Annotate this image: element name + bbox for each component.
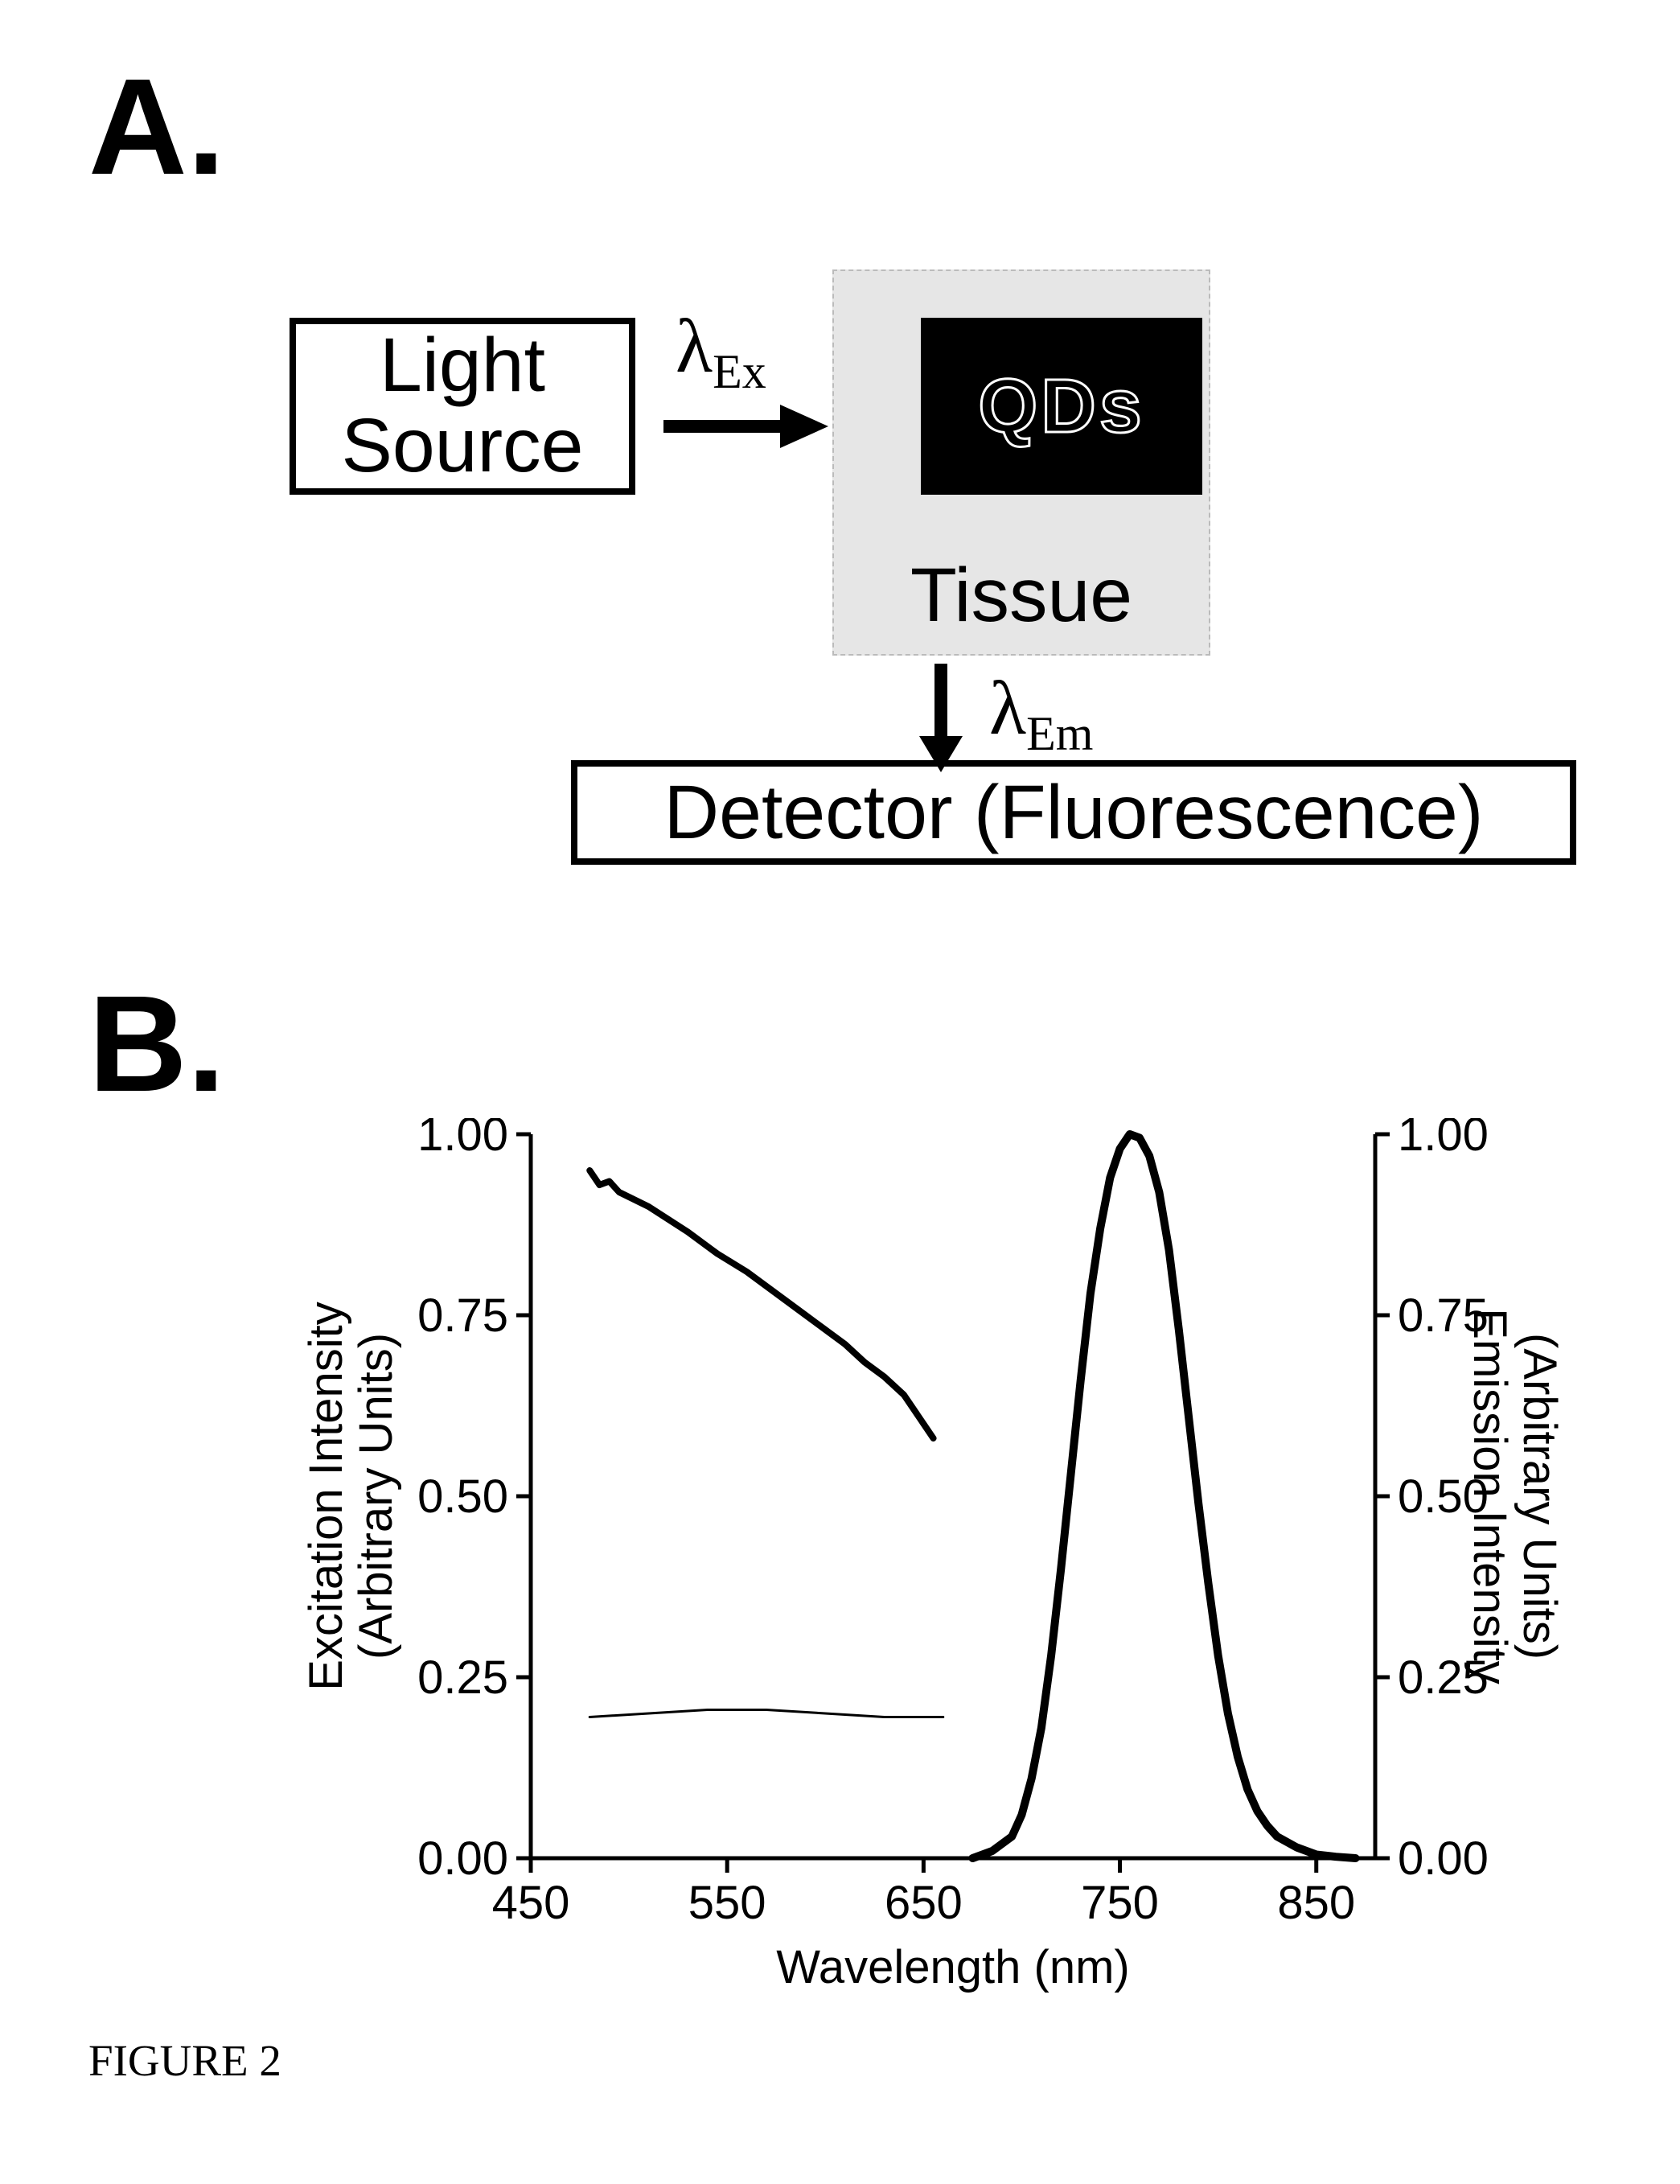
qds-text: QDs: [978, 363, 1144, 450]
svg-text:450: 450: [492, 1877, 570, 1929]
svg-text:Excitation Intensity: Excitation Intensity: [300, 1302, 352, 1691]
svg-text:(Arbitrary Units): (Arbitrary Units): [350, 1333, 402, 1660]
svg-text:0.25: 0.25: [417, 1651, 508, 1704]
panel-b-letter: B.: [88, 965, 225, 1123]
light-source-text: LightSource: [341, 326, 583, 487]
lambda-ex-label: λEx: [676, 302, 766, 400]
svg-text:550: 550: [688, 1877, 766, 1929]
chart-b: 0.000.000.250.250.500.500.750.751.001.00…: [298, 1118, 1568, 1995]
svg-text:1.00: 1.00: [1398, 1118, 1489, 1161]
detector-text: Detector (Fluorescence): [664, 769, 1484, 857]
svg-text:(Arbitrary Units): (Arbitrary Units): [1514, 1333, 1566, 1660]
svg-text:0.50: 0.50: [417, 1470, 508, 1523]
chart-svg: 0.000.000.250.250.500.500.750.751.001.00…: [298, 1118, 1568, 1995]
panel-a-letter: A.: [88, 48, 225, 206]
detector-box: Detector (Fluorescence): [571, 760, 1576, 865]
figure-caption: FIGURE 2: [88, 2035, 281, 2086]
light-source-box: LightSource: [290, 318, 635, 495]
tissue-block: QDs Tissue: [832, 269, 1210, 656]
svg-text:0.00: 0.00: [1398, 1832, 1489, 1885]
svg-text:650: 650: [885, 1877, 963, 1929]
arrow-ex: [659, 398, 828, 454]
svg-text:Wavelength (nm): Wavelength (nm): [776, 1941, 1129, 1993]
svg-text:1.00: 1.00: [417, 1118, 508, 1161]
tissue-label: Tissue: [832, 552, 1210, 640]
svg-text:Emission Intensity: Emission Intensity: [1464, 1308, 1516, 1684]
lambda-em-label: λEm: [989, 664, 1093, 762]
qds-box: QDs: [921, 318, 1202, 495]
svg-text:850: 850: [1277, 1877, 1355, 1929]
svg-text:750: 750: [1081, 1877, 1159, 1929]
svg-text:0.75: 0.75: [417, 1289, 508, 1342]
arrow-em: [913, 660, 969, 772]
